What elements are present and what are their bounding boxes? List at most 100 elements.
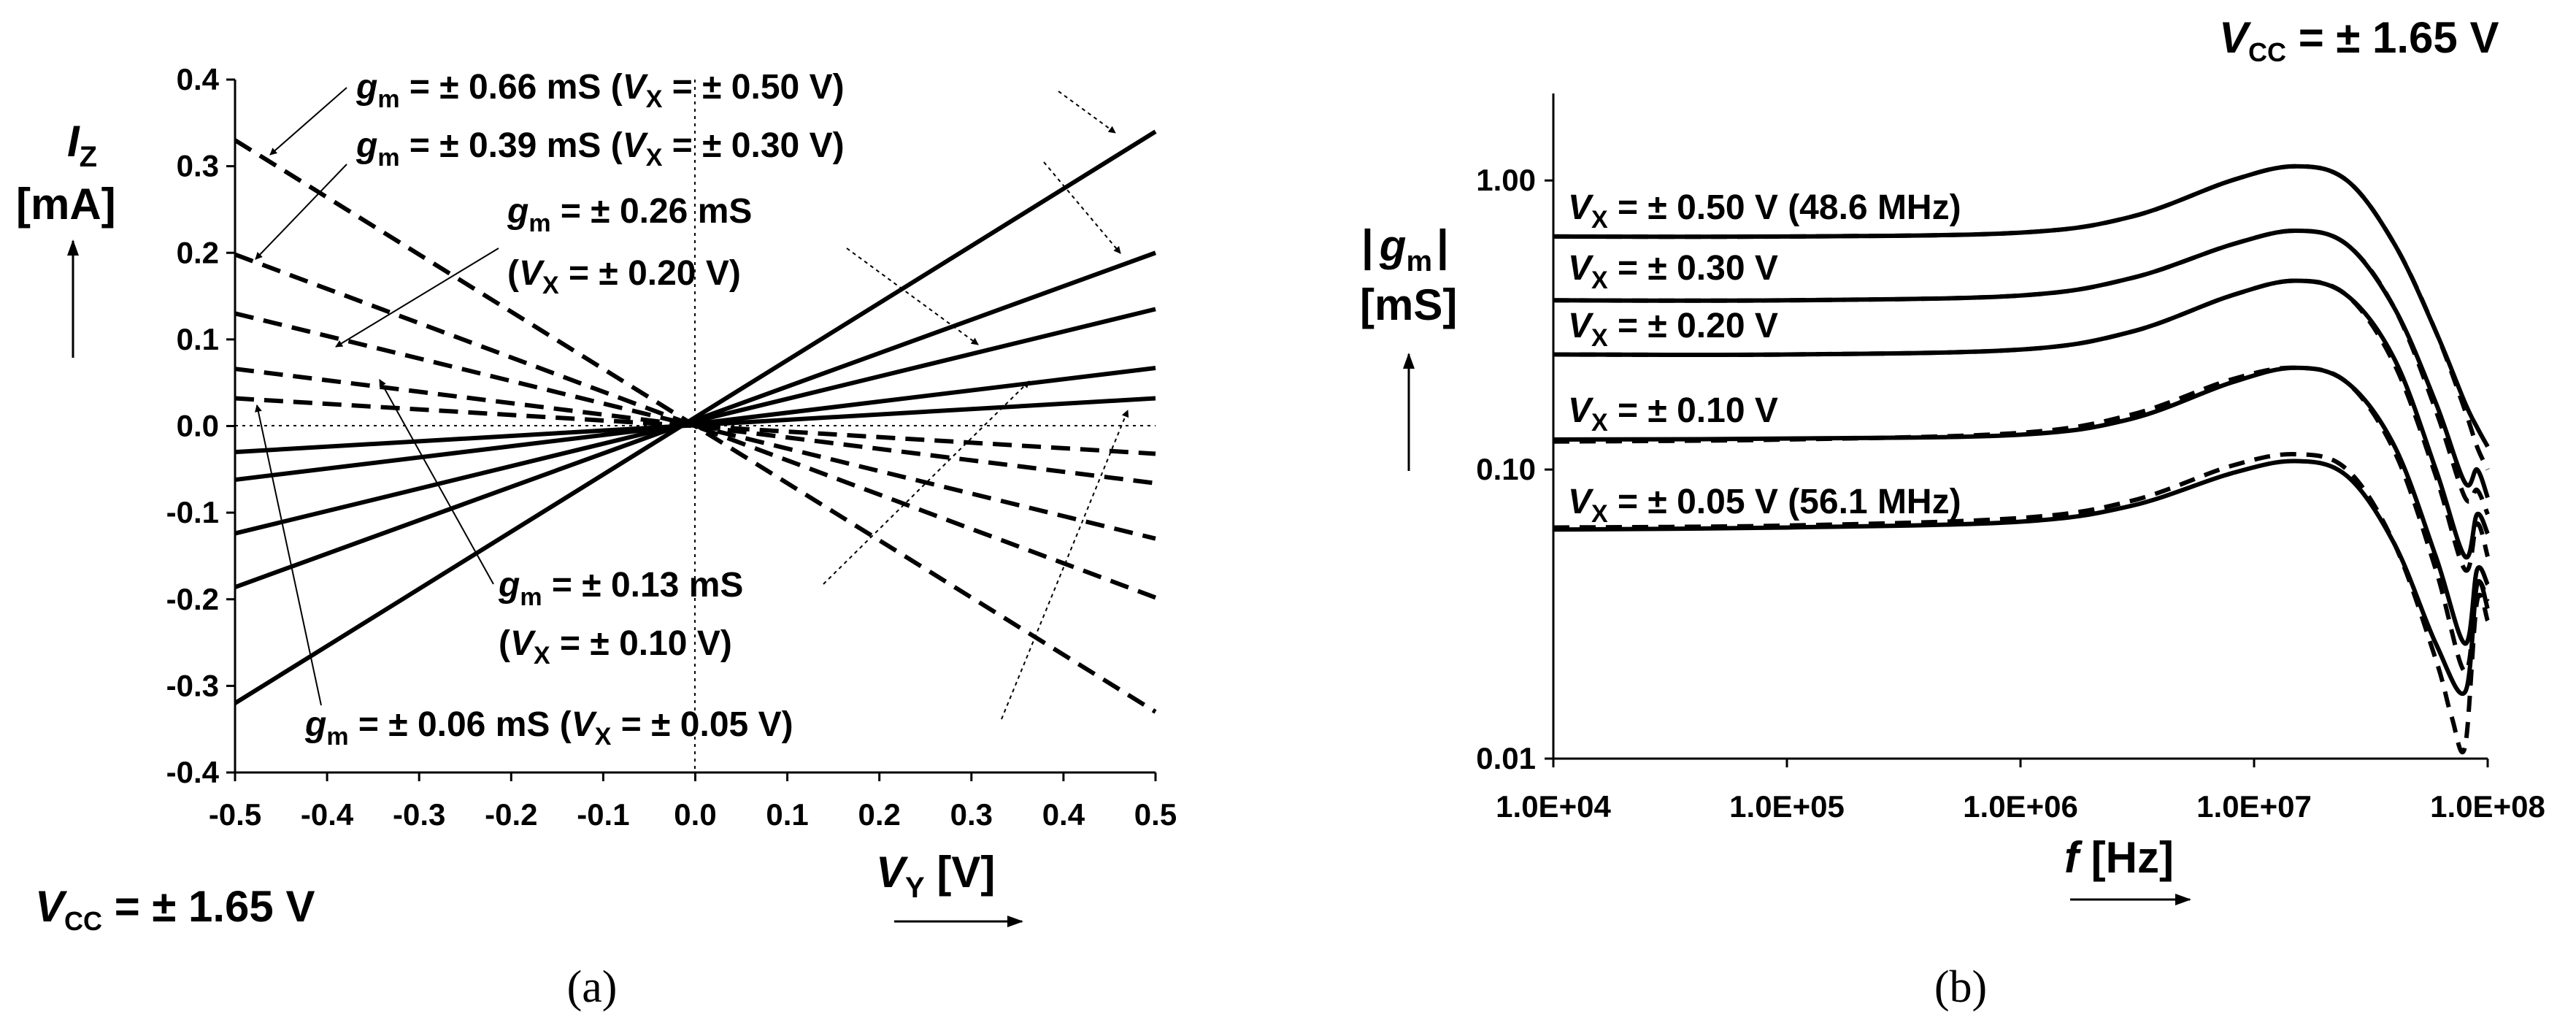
pointer-039-left	[255, 164, 347, 260]
y-tick-label: -0.3	[166, 668, 219, 702]
abs-open: |	[1361, 221, 1374, 271]
ann-vx: V	[510, 624, 537, 663]
plot-a-y-label: IZ	[67, 117, 97, 173]
pointer-013-left	[379, 379, 494, 585]
ann-vx-sub: X	[646, 85, 663, 113]
curve-label-text: = ± 0.50 V (48.6 MHz)	[1608, 188, 1961, 227]
plot-a-series	[234, 129, 1157, 714]
ann-gm-sub: m	[326, 723, 348, 751]
gm-curve-dashed-3	[1553, 229, 2490, 515]
curve-label-005: VX = ± 0.05 V (56.1 MHz)	[1568, 483, 1961, 528]
x-tick-label: 0.2	[858, 797, 901, 832]
curve-label-030: VX = ± 0.30 V	[1568, 249, 1778, 294]
ann-open: (	[507, 254, 519, 293]
curve-label-sub: X	[1591, 500, 1608, 528]
vcc-value: = ± 1.65 V	[2286, 13, 2499, 62]
x-tick-label: 0.4	[1042, 797, 1085, 832]
x-tick-label: -0.5	[209, 797, 261, 832]
y-tick-label: 0.2	[177, 235, 219, 269]
vcc-sub: CC	[2248, 37, 2286, 67]
pointer-039-right	[1043, 161, 1121, 254]
ann-mid: = ± 0.66 mS (	[400, 68, 623, 107]
y-label-symbol: g	[1379, 221, 1407, 270]
annotation-gm-026: gm = ± 0.26 mS	[507, 192, 752, 237]
annotation-pointers-a	[254, 87, 1129, 720]
caption-a: (a)	[567, 962, 618, 1012]
plot-a-vcc: VCC = ± 1.65 V	[35, 882, 315, 936]
x-tick-label: 0.5	[1134, 797, 1177, 832]
curve-label-sub: X	[1591, 266, 1608, 294]
y-tick-label: -0.2	[166, 582, 219, 616]
x-label-unit: [V]	[925, 848, 996, 897]
gm-curve-dashed-9	[1553, 452, 2490, 755]
y-tick-label: 0.3	[177, 149, 219, 183]
gm-curve-dashed-5	[1553, 278, 2490, 573]
curve-label-sym: V	[1568, 391, 1594, 430]
x-tick-label: 1.0E+05	[1729, 789, 1845, 824]
x-tick-label: 1.0E+04	[1496, 789, 1611, 824]
pointer-006-left	[254, 404, 322, 706]
iz-line-vx-neg030	[234, 252, 1157, 600]
annotation-gm-013: gm = ± 0.13 mS	[498, 566, 743, 611]
ann-post: = ± 0.50 V)	[662, 68, 844, 107]
ann-vx-sub: X	[534, 642, 550, 670]
x-label-unit: [Hz]	[2079, 833, 2174, 882]
pointer-066-right	[1058, 91, 1116, 134]
panel-a: 0.4 0.3 0.2 0.1 0.0 -0.1 -0.2 -0.3 -0.4 -0.5 -0.4…	[16, 62, 1177, 1012]
curve-label-020: VX = ± 0.20 V	[1568, 307, 1778, 352]
curve-label-010: VX = ± 0.10 V	[1568, 391, 1778, 437]
curve-label-text: = ± 0.20 V	[1608, 307, 1778, 345]
plot-b-series	[1553, 164, 2490, 755]
curve-label-sym: V	[1568, 188, 1594, 227]
x-label-symbol: V	[876, 848, 909, 897]
curve-label-sym: V	[1568, 249, 1594, 288]
gm-curve-dashed-1	[1553, 164, 2490, 471]
iz-line-vx-neg005	[234, 396, 1156, 456]
caption-b: (b)	[1934, 962, 1987, 1012]
curve-label-text: = ± 0.30 V	[1608, 249, 1778, 288]
ann-post: = ± 0.10 V)	[550, 624, 732, 663]
iz-line-vx-neg010	[234, 367, 1156, 486]
y-tick-label: 0.1	[177, 322, 219, 356]
x-tick-label: 1.0E+08	[2430, 789, 2545, 824]
x-label-sub: Y	[905, 872, 925, 904]
plot-a-y-ticks: 0.4 0.3 0.2 0.1 0.0 -0.1 -0.2 -0.3 -0.4	[166, 62, 235, 789]
curve-label-sym: V	[1568, 307, 1594, 345]
curve-label-text: = ± 0.05 V (56.1 MHz)	[1608, 483, 1961, 521]
x-tick-label: -0.3	[393, 797, 445, 832]
y-tick-label: -0.1	[166, 495, 219, 529]
ann-gm: g	[355, 126, 377, 165]
gm-curve-solid-8	[1553, 459, 2490, 697]
ann-mid: = ± 0.39 mS (	[400, 126, 623, 165]
ann-open: (	[499, 624, 510, 663]
pointer-066-left	[269, 87, 347, 156]
ann-vx: V	[623, 126, 649, 165]
y-tick-label: 0.0	[177, 409, 219, 443]
ann-vx: V	[519, 254, 545, 293]
x-tick-label: 0.3	[950, 797, 993, 832]
gm-curve-dashed-7	[1553, 365, 2490, 674]
y-tick-label: -0.4	[166, 755, 220, 789]
curve-label-sym: V	[1568, 483, 1594, 521]
abs-close: |	[1437, 221, 1449, 271]
ann-gm: g	[355, 68, 377, 107]
curve-label-sub: X	[1591, 324, 1608, 352]
plot-b-x-ticks: 1.0E+04 1.0E+05 1.0E+06 1.0E+07 1.0E+08	[1496, 759, 2545, 824]
ann-gm: g	[304, 705, 326, 744]
pointer-006-right	[1001, 410, 1129, 720]
pointer-026-left	[335, 248, 499, 348]
ann-post: = ± 0.05 V)	[611, 705, 793, 744]
vcc-sub: CC	[64, 906, 102, 936]
curve-label-sub: X	[1591, 409, 1608, 437]
x-tick-label: -0.4	[301, 797, 354, 832]
pointer-026-right	[846, 248, 979, 345]
y-tick-label: 0.4	[177, 62, 220, 96]
plot-a-y-unit: [mA]	[16, 180, 116, 229]
ann-gm-sub: m	[377, 85, 399, 113]
iz-line-vx-050	[234, 129, 1157, 705]
curve-label-sub: X	[1591, 206, 1608, 234]
plot-b-y-unit: [mS]	[1360, 280, 1457, 329]
y-tick-label: 0.10	[1476, 452, 1536, 486]
plot-b-x-label: f [Hz]	[2064, 833, 2174, 882]
